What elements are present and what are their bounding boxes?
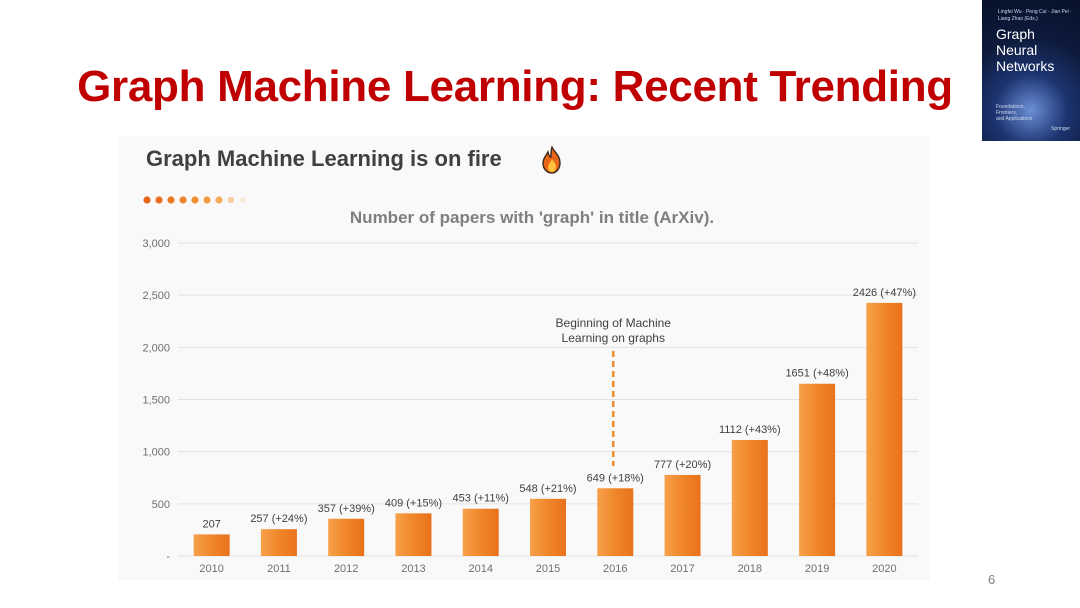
book-title: Graph Neural Networks (996, 26, 1080, 74)
book-publisher: Springer (1051, 126, 1070, 132)
panel-headline: Graph Machine Learning is on fire (146, 146, 502, 171)
x-tick-label: 2016 (603, 563, 627, 575)
annotation-text-line2: Learning on graphs (562, 331, 665, 345)
data-label: 2426 (+47%) (853, 287, 916, 299)
y-tick-label: 2,500 (142, 290, 170, 302)
bar (193, 534, 230, 556)
slide-title: Graph Machine Learning: Recent Trending (77, 62, 953, 111)
data-label: 257 (+24%) (250, 513, 307, 525)
y-tick-label: 1,000 (142, 447, 170, 459)
page-number: 6 (988, 572, 996, 587)
y-tick-label: - (166, 551, 170, 563)
data-label: 777 (+20%) (654, 459, 711, 471)
bar (664, 474, 701, 556)
book-authors: Lingfei Wu · Peng Cui · Jian Pei · Liang… (998, 9, 1072, 22)
x-tick-label: 2018 (738, 563, 762, 575)
book-title-line2: Networks (996, 58, 1055, 74)
x-tick-label: 2010 (199, 563, 223, 575)
book-title-line1: Graph Neural (996, 26, 1038, 58)
x-tick-label: 2011 (267, 563, 291, 575)
book-subtitle-line2: Frontiers, (996, 110, 1018, 116)
bar (731, 439, 768, 556)
data-label: 453 (+11%) (453, 493, 509, 505)
bar (395, 513, 432, 556)
annotation-text-line1: Beginning of Machine (556, 316, 672, 330)
bar (866, 302, 903, 556)
book-subtitle-line1: Foundations, (996, 104, 1025, 110)
bar (260, 529, 297, 556)
bar (530, 498, 566, 556)
decorative-dots-icon (143, 196, 246, 204)
x-tick-label: 2013 (401, 563, 425, 575)
bar (597, 488, 634, 556)
x-tick-label: 2017 (670, 563, 694, 575)
data-label: 548 (+21%) (519, 483, 576, 495)
chart-panel (118, 136, 930, 580)
data-label: 409 (+15%) (385, 497, 442, 509)
chart-title: Number of papers with 'graph' in title (… (350, 208, 714, 227)
x-tick-label: 2015 (536, 563, 560, 575)
data-label: 207 (202, 518, 220, 530)
y-tick-label: 3,000 (142, 238, 170, 250)
bar (462, 508, 499, 556)
x-tick-label: 2019 (805, 563, 829, 575)
data-label: 1112 (+43%) (719, 424, 781, 436)
data-label: 357 (+39%) (318, 503, 375, 515)
x-tick-label: 2014 (468, 563, 492, 575)
bar (799, 383, 836, 556)
y-tick-label: 1,500 (142, 395, 170, 407)
data-label: 1651 (+48%) (785, 368, 848, 380)
x-tick-label: 2020 (872, 563, 896, 575)
x-tick-label: 2012 (334, 563, 358, 575)
book-subtitle-line3: and Applications (996, 116, 1033, 122)
y-tick-label: 2,000 (142, 342, 170, 354)
fire-icon (542, 146, 561, 174)
y-tick-label: 500 (152, 499, 170, 511)
data-label: 649 (+18%) (587, 472, 644, 484)
book-subtitle: Foundations, Frontiers, and Applications (996, 104, 1032, 122)
book-cover-image: Lingfei Wu · Peng Cui · Jian Pei · Liang… (982, 0, 1080, 141)
bar (328, 518, 365, 556)
